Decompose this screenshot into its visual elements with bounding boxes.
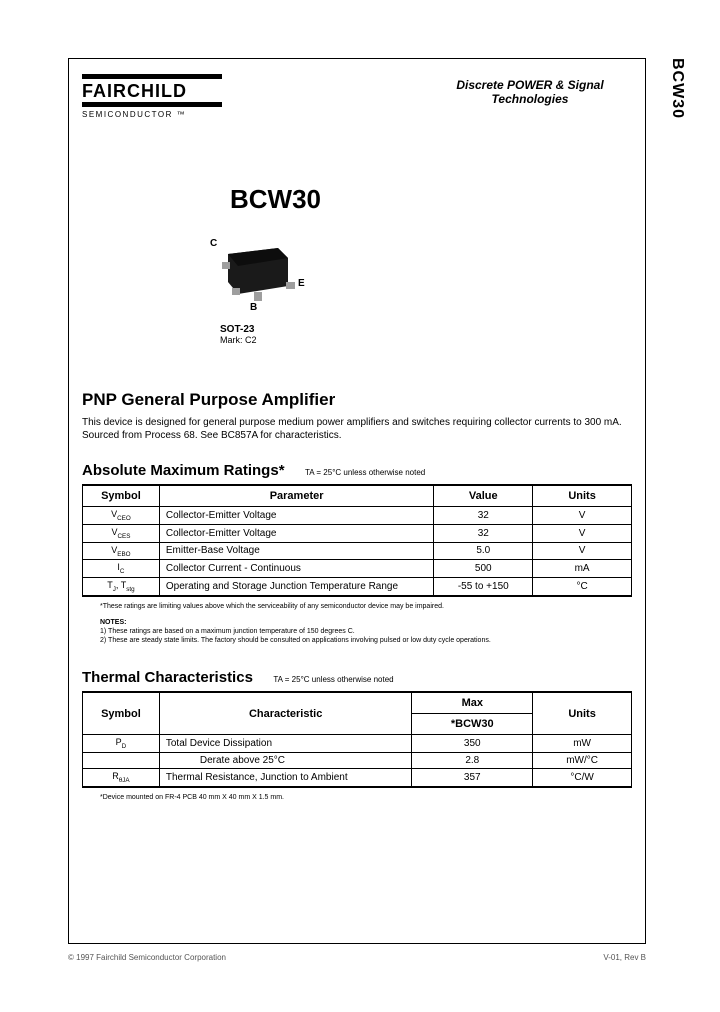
cell-value: -55 to +150 xyxy=(434,578,533,596)
sot23-icon xyxy=(222,244,300,308)
amr-footnote: *These ratings are limiting values above… xyxy=(100,603,632,610)
table-row: RθJAThermal Resistance, Junction to Ambi… xyxy=(83,769,632,787)
cell-parameter: Collector-Emitter Voltage xyxy=(159,524,434,542)
cell-symbol: TJ, Tstg xyxy=(83,578,160,596)
cell-units: °C xyxy=(533,578,632,596)
logo-text: FAIRCHILD xyxy=(82,82,222,100)
package-name: SOT-23 xyxy=(220,324,310,335)
cell-symbol: VEBO xyxy=(83,542,160,560)
cell-parameter: Operating and Storage Junction Temperatu… xyxy=(159,578,434,596)
amr-note2: 2) These are steady state limits. The fa… xyxy=(100,637,491,644)
product-title: PNP General Purpose Amplifier xyxy=(82,390,632,410)
thermal-col-char: Characteristic xyxy=(159,692,412,735)
cell-symbol: IC xyxy=(83,560,160,578)
logo-bar-bottom xyxy=(82,102,222,107)
amr-table: Symbol Parameter Value Units VCEOCollect… xyxy=(82,484,632,597)
cell-parameter: Emitter-Base Voltage xyxy=(159,542,434,560)
cell-symbol: PD xyxy=(83,735,160,753)
table-row: ICCollector Current - Continuous500mA xyxy=(83,560,632,578)
amr-title: Absolute Maximum Ratings* xyxy=(82,462,285,479)
thermal-table: Symbol Characteristic Max Units *BCW30 P… xyxy=(82,691,632,788)
amr-col-parameter: Parameter xyxy=(159,485,434,507)
table-row: PDTotal Device Dissipation350mW xyxy=(83,735,632,753)
cell-max: 357 xyxy=(412,769,533,787)
cell-characteristic: Total Device Dissipation xyxy=(159,735,412,753)
cell-parameter: Collector-Emitter Voltage xyxy=(159,507,434,525)
table-row: Derate above 25°C2.8mW/°C xyxy=(83,753,632,769)
tagline-line2: Technologies xyxy=(492,92,569,106)
package-mark: Mark: C2 xyxy=(220,335,310,345)
cell-value: 500 xyxy=(434,560,533,578)
cell-units: °C/W xyxy=(533,769,632,787)
thermal-col-symbol: Symbol xyxy=(83,692,160,735)
cell-characteristic: Derate above 25°C xyxy=(159,753,412,769)
cell-units: mA xyxy=(533,560,632,578)
cell-symbol xyxy=(83,753,160,769)
amr-col-symbol: Symbol xyxy=(83,485,160,507)
amr-col-value: Value xyxy=(434,485,533,507)
tagline-line1: Discrete POWER & Signal xyxy=(456,78,603,92)
header-tagline: Discrete POWER & Signal Technologies xyxy=(440,78,620,106)
pin-label-c: C xyxy=(210,238,217,249)
table-row: VCESCollector-Emitter Voltage32V xyxy=(83,524,632,542)
page-footer: © 1997 Fairchild Semiconductor Corporati… xyxy=(68,953,646,962)
logo-subtext: SEMICONDUCTOR ™ xyxy=(82,110,222,119)
cell-symbol: VCES xyxy=(83,524,160,542)
amr-col-units: Units xyxy=(533,485,632,507)
part-number-title: BCW30 xyxy=(230,184,321,215)
table-row: VEBOEmitter-Base Voltage5.0V xyxy=(83,542,632,560)
cell-units: V xyxy=(533,507,632,525)
package-diagram: C E B SOT-23 Mark: C2 xyxy=(210,230,310,345)
thermal-footnote: *Device mounted on FR-4 PCB 40 mm X 40 m… xyxy=(100,794,632,801)
table-row: TJ, TstgOperating and Storage Junction T… xyxy=(83,578,632,596)
cell-characteristic: Thermal Resistance, Junction to Ambient xyxy=(159,769,412,787)
logo: FAIRCHILD SEMICONDUCTOR ™ xyxy=(82,74,222,119)
product-description: This device is designed for general purp… xyxy=(82,416,632,442)
thermal-title: Thermal Characteristics xyxy=(82,669,253,686)
side-part-label: BCW30 xyxy=(668,58,686,119)
footer-revision: V-01, Rev B xyxy=(603,953,646,962)
cell-units: V xyxy=(533,524,632,542)
cell-symbol: VCEO xyxy=(83,507,160,525)
footer-copyright: © 1997 Fairchild Semiconductor Corporati… xyxy=(68,953,226,962)
cell-value: 32 xyxy=(434,507,533,525)
cell-max: 2.8 xyxy=(412,753,533,769)
cell-units: V xyxy=(533,542,632,560)
cell-value: 5.0 xyxy=(434,542,533,560)
thermal-subheader: *BCW30 xyxy=(412,714,533,735)
amr-note1: 1) These ratings are based on a maximum … xyxy=(100,628,355,635)
cell-units: mW xyxy=(533,735,632,753)
amr-notes: NOTES: 1) These ratings are based on a m… xyxy=(100,618,632,645)
cell-max: 350 xyxy=(412,735,533,753)
amr-condition: TA = 25°C unless otherwise noted xyxy=(305,468,425,477)
cell-symbol: RθJA xyxy=(83,769,160,787)
cell-units: mW/°C xyxy=(533,753,632,769)
thermal-col-max: Max xyxy=(412,692,533,714)
amr-heading: Absolute Maximum Ratings* TA = 25°C unle… xyxy=(82,462,632,480)
notes-title: NOTES: xyxy=(100,619,126,626)
logo-bar-top xyxy=(82,74,222,79)
thermal-col-units: Units xyxy=(533,692,632,735)
thermal-condition: TA = 25°C unless otherwise noted xyxy=(273,675,393,684)
cell-value: 32 xyxy=(434,524,533,542)
table-row: VCEOCollector-Emitter Voltage32V xyxy=(83,507,632,525)
cell-parameter: Collector Current - Continuous xyxy=(159,560,434,578)
